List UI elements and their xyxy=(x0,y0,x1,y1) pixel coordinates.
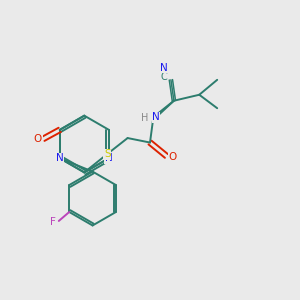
Text: O: O xyxy=(168,152,176,163)
Text: S: S xyxy=(104,149,111,160)
Text: F: F xyxy=(50,218,56,227)
Text: O: O xyxy=(34,134,42,144)
Text: N: N xyxy=(56,153,64,163)
Text: N: N xyxy=(160,63,168,73)
Text: N: N xyxy=(105,153,113,163)
Text: N: N xyxy=(152,112,160,122)
Text: H: H xyxy=(141,113,148,123)
Text: C: C xyxy=(161,72,168,82)
